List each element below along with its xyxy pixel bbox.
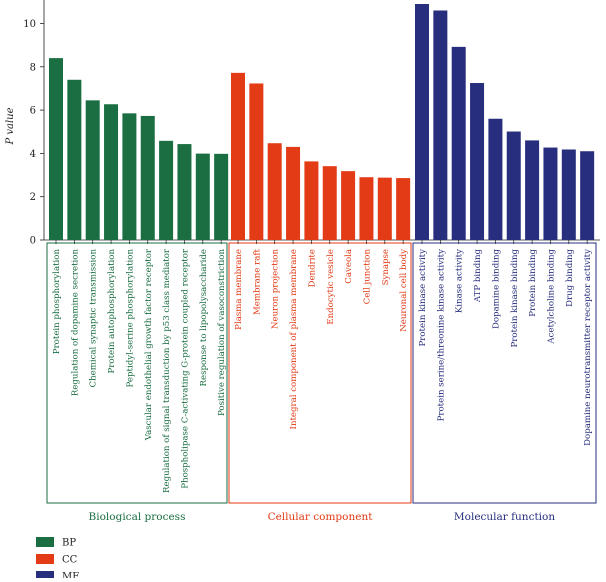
group-box-bp — [46, 242, 228, 504]
bar-bp-4 — [104, 104, 119, 240]
bar-mf-4 — [470, 83, 485, 240]
category-label-mf: Protein kinase binding — [510, 249, 520, 348]
legend-label-cc: CC — [62, 555, 78, 566]
category-label-bp: Response to lipopolysaccharide — [199, 249, 209, 386]
bar-cc-10 — [396, 178, 411, 240]
category-label-mf: Dopamine binding — [491, 249, 501, 330]
category-label-mf: Drug binding — [565, 249, 575, 307]
bar-mf-3 — [451, 46, 466, 241]
category-label-bp: Regulation of signal transduction by p53… — [162, 248, 172, 493]
bar-cc-4 — [286, 146, 301, 240]
bar-cc-6 — [322, 166, 337, 240]
bar-bp-1 — [49, 58, 63, 240]
bar-mf-7 — [525, 140, 540, 240]
y-tick-label: 8 — [30, 62, 36, 73]
category-label-cc: Endocytic vesicle — [326, 249, 336, 325]
category-label-cc: Cell junction — [362, 249, 372, 305]
category-label-mf: Acetylcholine binding — [546, 249, 556, 345]
bar-bp-2 — [67, 79, 82, 240]
legend-label-mf: MF — [62, 572, 79, 579]
legend-swatch-bp — [36, 537, 54, 547]
bar-bp-5 — [122, 113, 137, 240]
legend-swatch-cc — [36, 554, 54, 564]
category-label-mf: Protein serine/threonine kinase activity — [436, 249, 446, 422]
y-tick-label: 6 — [30, 106, 36, 117]
bar-bp-7 — [159, 140, 174, 240]
y-axis-title: P value — [5, 107, 16, 145]
y-tick-label: 4 — [30, 149, 36, 160]
bar-bp-8 — [177, 144, 192, 240]
bar-bp-6 — [140, 115, 155, 240]
bar-mf-8 — [543, 147, 558, 240]
legend-label-bp: BP — [62, 538, 76, 549]
bar-cc-7 — [341, 171, 356, 240]
group-label-bp: Biological process — [89, 511, 186, 523]
bar-bp-9 — [195, 153, 210, 240]
category-label-bp: Regulation of dopamine secretion — [70, 249, 80, 397]
category-label-cc: Dendrite — [307, 249, 317, 287]
y-tick-label: 10 — [23, 19, 36, 30]
category-label-mf: ATP binding — [473, 249, 483, 304]
bar-bp-3 — [85, 100, 100, 240]
category-label-bp: Chemical synaptic transmission — [89, 249, 99, 388]
group-box-mf — [412, 242, 597, 504]
bar-mf-10 — [580, 151, 595, 240]
category-label-cc: Caveola — [344, 249, 354, 284]
bar-cc-3 — [267, 143, 282, 240]
category-label-bp: Peptidyl-serine phosphorylation — [125, 249, 135, 388]
category-label-cc: Neuron projection — [271, 249, 281, 329]
category-label-mf: Dopamine neurotransmitter receptor activ… — [583, 249, 593, 446]
group-label-mf: Molecular function — [454, 511, 555, 523]
y-tick-label: 0 — [30, 236, 36, 247]
group-label-cc: Cellular component — [268, 511, 374, 523]
bar-mf-2 — [433, 10, 448, 241]
bar-mf-9 — [561, 149, 576, 240]
category-label-cc: Neuronal cell body — [399, 249, 409, 332]
category-label-bp: Protein autophosphorylation — [107, 249, 117, 374]
bar-cc-1 — [231, 72, 245, 240]
category-label-bp: Protein phosphorylation — [52, 249, 62, 355]
chart-marks: 0 2 4 6 8 10 Biological process Protein phospho… — [23, 4, 597, 582]
category-label-mf: Kinase activity — [455, 249, 465, 313]
category-label-mf: Protein kinase activity — [418, 249, 428, 347]
bar-cc-8 — [359, 177, 374, 240]
category-label-cc: Integral component of plasma membrane — [289, 249, 299, 429]
bar-cc-9 — [377, 177, 392, 240]
category-label-cc: Synapse — [381, 249, 391, 285]
bar-cc-2 — [249, 83, 264, 241]
bar-bp-10 — [214, 153, 229, 240]
category-label-bp: Phospholipase C-activating G-protein cou… — [180, 248, 190, 489]
category-label-cc: Plasma membrane — [234, 249, 244, 330]
legend-swatch-mf — [36, 571, 54, 581]
bar-mf-1 — [415, 4, 429, 240]
y-tick-label: 2 — [30, 192, 36, 203]
group-box-cc — [228, 242, 412, 504]
bar-mf-6 — [506, 131, 521, 240]
category-label-mf: Protein binding — [528, 249, 538, 317]
category-label-bp: Positive regulation of vasoconstriction — [217, 249, 227, 416]
bar-cc-5 — [304, 161, 319, 240]
category-label-bp: Vascular endothelial growth factor recep… — [144, 248, 154, 441]
category-label-cc: Membrane raft — [252, 248, 262, 315]
bar-mf-5 — [488, 118, 503, 240]
